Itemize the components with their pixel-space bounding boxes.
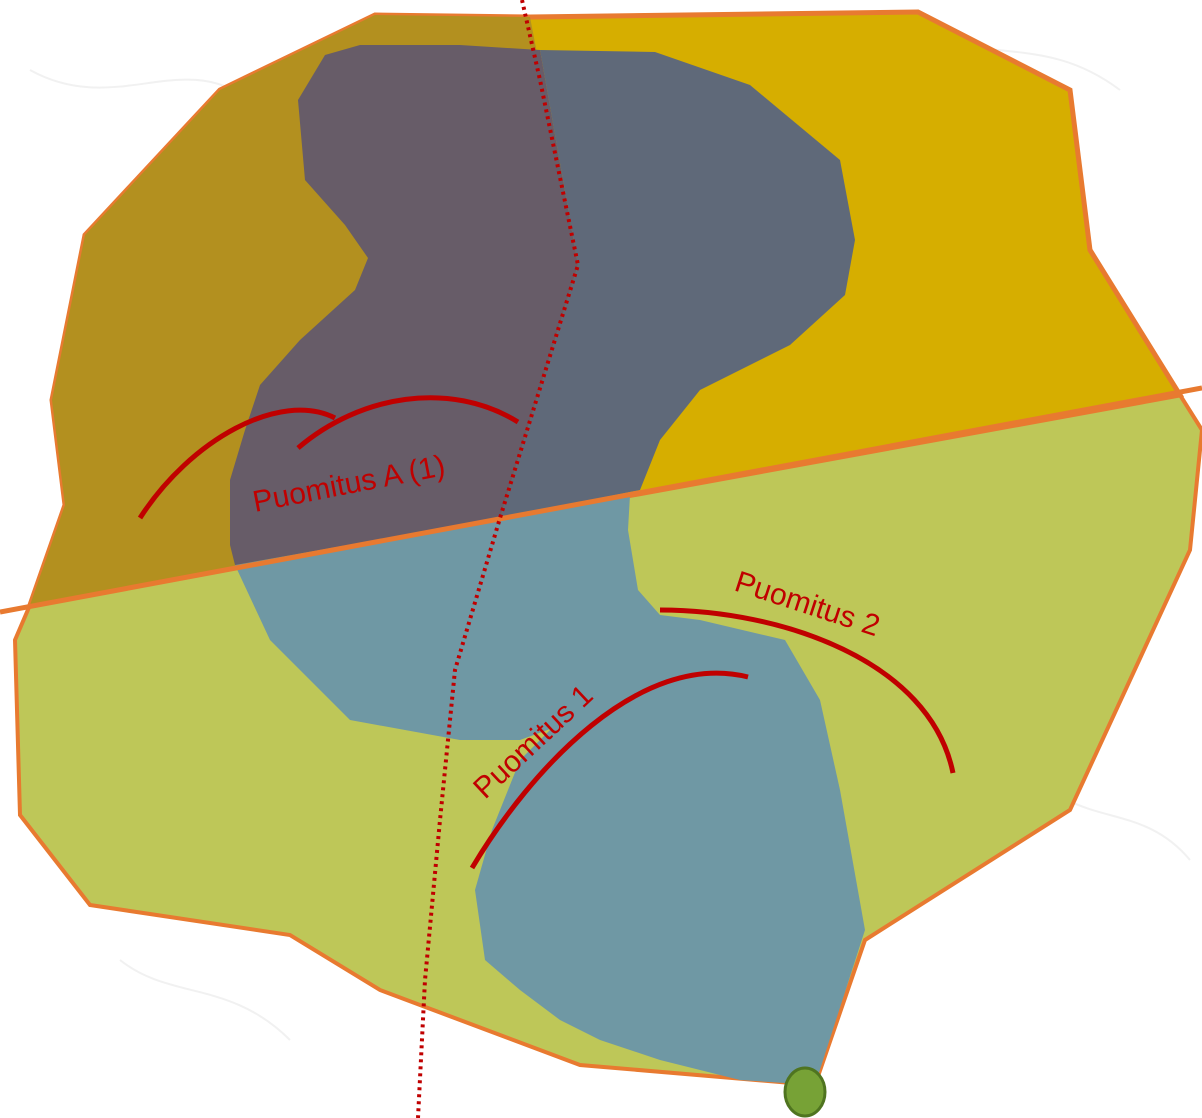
dotted-boundary-line [416,0,581,1118]
location-marker-icon[interactable] [783,1066,827,1118]
water-body-south [235,495,865,1085]
zone-boundary-line [0,385,1202,615]
water-body-north [500,50,855,518]
boom-line-icon [659,607,956,774]
boom-line-icon [137,407,337,520]
boom-line-icon [296,395,520,450]
boom-line-icon [469,670,749,870]
